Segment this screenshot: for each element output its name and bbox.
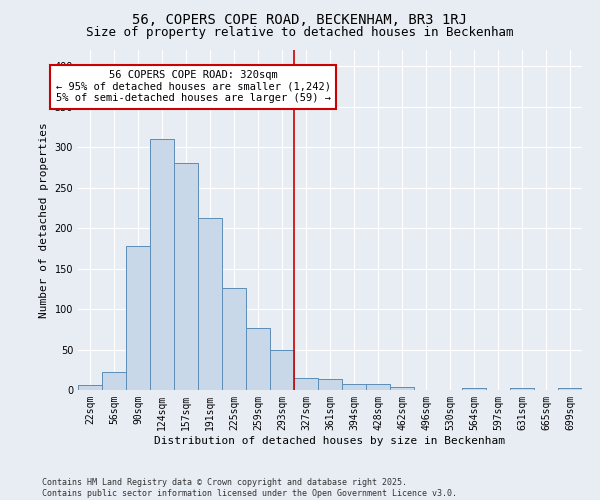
Bar <box>246 328 270 390</box>
X-axis label: Distribution of detached houses by size in Beckenham: Distribution of detached houses by size … <box>155 436 505 446</box>
Bar <box>342 384 366 390</box>
Bar <box>318 380 342 390</box>
Bar <box>78 385 102 390</box>
Bar <box>150 139 174 390</box>
Text: 56, COPERS COPE ROAD, BECKENHAM, BR3 1RJ: 56, COPERS COPE ROAD, BECKENHAM, BR3 1RJ <box>133 12 467 26</box>
Bar <box>390 387 414 390</box>
Bar <box>222 288 246 390</box>
Bar <box>174 164 198 390</box>
Text: Contains HM Land Registry data © Crown copyright and database right 2025.
Contai: Contains HM Land Registry data © Crown c… <box>42 478 457 498</box>
Bar <box>510 388 534 390</box>
Bar <box>198 218 222 390</box>
Text: Size of property relative to detached houses in Beckenham: Size of property relative to detached ho… <box>86 26 514 39</box>
Bar <box>126 246 150 390</box>
Y-axis label: Number of detached properties: Number of detached properties <box>39 122 49 318</box>
Text: 56 COPERS COPE ROAD: 320sqm
← 95% of detached houses are smaller (1,242)
5% of s: 56 COPERS COPE ROAD: 320sqm ← 95% of det… <box>56 70 331 103</box>
Bar <box>102 372 126 390</box>
Bar <box>462 388 486 390</box>
Bar <box>366 384 390 390</box>
Bar <box>294 378 318 390</box>
Bar <box>558 388 582 390</box>
Bar <box>270 350 294 390</box>
